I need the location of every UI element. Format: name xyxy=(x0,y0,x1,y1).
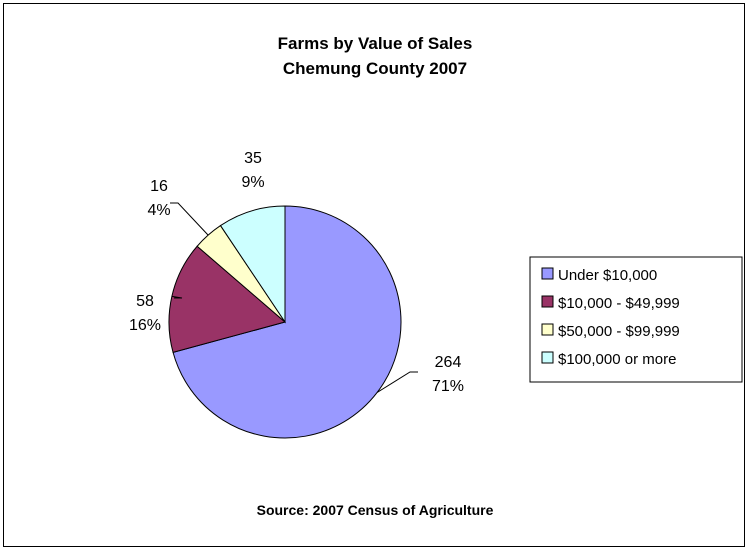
data-label-percent-50000-99999: 4% xyxy=(147,202,170,219)
data-label-value-10000-49999: 58 xyxy=(136,293,154,310)
source-note: Source: 2007 Census of Agriculture xyxy=(257,502,494,518)
legend-label-10000-49999: $10,000 - $49,999 xyxy=(558,295,680,312)
leader-lines xyxy=(170,202,418,393)
pie-slices xyxy=(168,205,402,439)
leader-line xyxy=(170,202,209,236)
legend-swatch-10000-49999 xyxy=(541,295,554,308)
chart-title: Farms by Value of Sales xyxy=(278,34,473,53)
legend-label-under-10000: Under $10,000 xyxy=(558,267,657,284)
data-label-value-100000-plus: 35 xyxy=(244,150,262,167)
pie-slice-100000-plus xyxy=(219,205,286,324)
legend: Under $10,000 $10,000 - $49,999 $50,000 … xyxy=(529,256,743,383)
legend-label-50000-99999: $50,000 - $99,999 xyxy=(558,323,680,340)
data-label-percent-under-10000: 71% xyxy=(432,378,464,395)
legend-swatch-under-10000 xyxy=(541,267,554,280)
legend-swatch-100000-plus xyxy=(541,351,554,364)
data-label-value-under-10000: 264 xyxy=(435,354,462,371)
legend-swatch-50000-99999 xyxy=(541,323,554,336)
chart-subtitle: Chemung County 2007 xyxy=(283,59,467,78)
leader-line xyxy=(376,371,418,393)
leader-line xyxy=(171,295,183,299)
legend-box xyxy=(529,256,743,383)
data-label-percent-100000-plus: 9% xyxy=(241,174,264,191)
data-label-percent-10000-49999: 16% xyxy=(129,317,161,334)
legend-label-100000-plus: $100,000 or more xyxy=(558,351,676,368)
data-label-value-50000-99999: 16 xyxy=(150,178,168,195)
